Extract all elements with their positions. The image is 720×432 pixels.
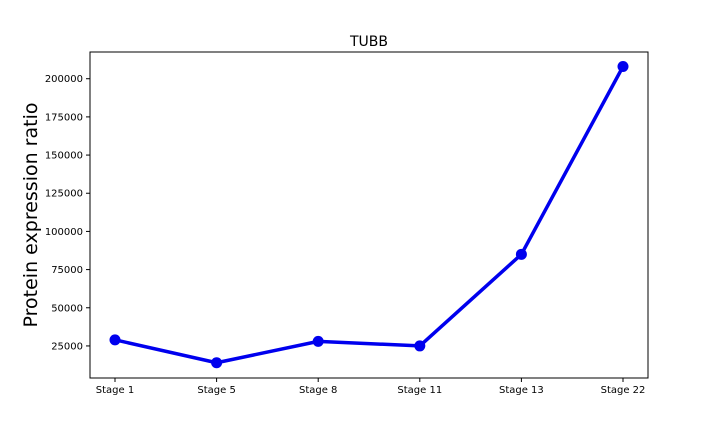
chart-title: TUBB — [349, 34, 388, 50]
y-tick-label: 25000 — [51, 341, 83, 352]
y-tick-label: 150000 — [45, 151, 83, 162]
x-tick-label: Stage 1 — [96, 385, 134, 396]
series-line — [113, 64, 625, 365]
y-axis-ticks: 25000 50000 75000 100000 125000 150000 175000 2… — [45, 74, 90, 352]
data-point — [515, 248, 527, 260]
data-point — [414, 340, 426, 352]
x-tick-label: Stage 8 — [299, 385, 337, 396]
x-axis-ticks: Stage 1 Stage 5 Stage 8 Stage 11 Stage 13 Sta… — [96, 378, 646, 396]
x-tick-label: Stage 11 — [397, 385, 442, 396]
x-tick-label: Stage 13 — [499, 385, 544, 396]
y-tick-label: 200000 — [45, 74, 83, 85]
x-tick-label: Stage 5 — [197, 385, 235, 396]
x-tick-label: Stage 22 — [601, 385, 646, 396]
series-group — [109, 61, 629, 369]
data-point — [617, 61, 629, 73]
data-point — [211, 357, 223, 369]
data-point — [312, 335, 324, 347]
y-tick-label: 75000 — [51, 265, 83, 276]
y-tick-label: 175000 — [45, 112, 83, 123]
y-tick-label: 50000 — [51, 303, 83, 314]
data-point — [109, 334, 121, 346]
y-tick-label: 100000 — [45, 227, 83, 238]
y-axis-label: Protein expression ratio — [20, 103, 42, 328]
y-tick-label: 125000 — [45, 189, 83, 200]
plot-area-frame — [89, 51, 649, 379]
